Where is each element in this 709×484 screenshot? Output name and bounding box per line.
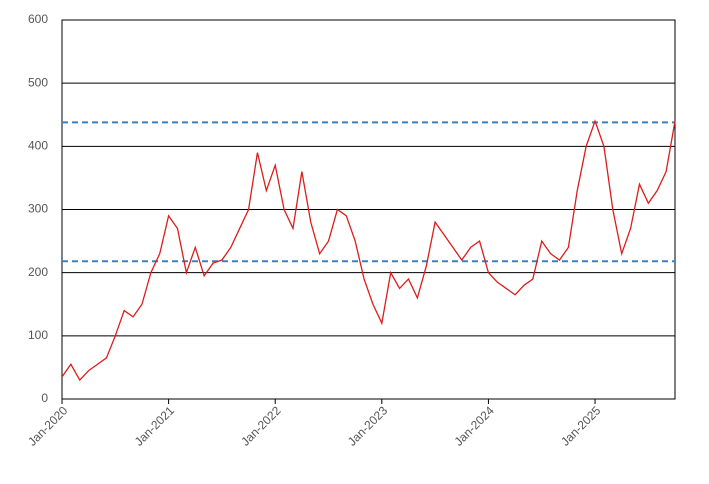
plot-frame [61,19,676,400]
y-tick-label: 0 [41,391,48,405]
y-tick-label: 400 [28,139,48,153]
y-tick-label: 600 [28,12,48,26]
x-tick-label: Jan-2023 [345,403,391,449]
x-tick-label: Jan-2024 [452,403,498,449]
y-tick-label: 300 [28,202,48,216]
x-tick-label: Jan-2025 [558,403,604,449]
x-tick-label: Jan-2020 [25,403,71,449]
y-tick-label: 500 [28,75,48,89]
y-tick-label: 200 [28,265,48,279]
x-tick-label: Jan-2021 [132,403,178,449]
data-line [61,119,676,382]
x-tick-label: Jan-2022 [238,403,284,449]
y-tick-label: 100 [28,328,48,342]
